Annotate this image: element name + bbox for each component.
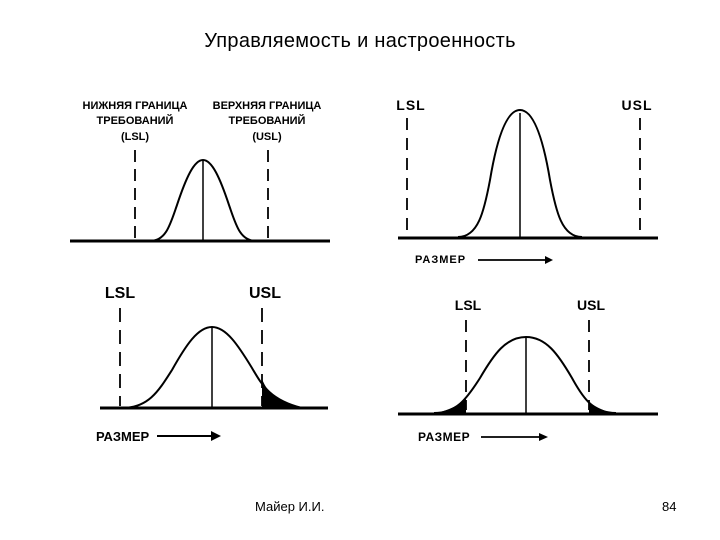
usl-label: USL — [577, 297, 605, 313]
usl-label-line1: ВЕРХНЯЯ ГРАНИЦА — [213, 100, 322, 112]
lsl-label-line1: НИЖНЯЯ ГРАНИЦА — [83, 100, 188, 112]
axis-arrow-head — [545, 256, 553, 264]
panel-bottom-left: LSL USL РАЗМЕР — [96, 285, 328, 444]
axis-label: РАЗМЕР — [415, 254, 466, 266]
left-out-of-spec-area — [437, 399, 466, 413]
distribution-curve — [121, 325, 303, 409]
axis-label: РАЗМЕР — [418, 430, 470, 444]
lsl-label: LSL — [455, 297, 482, 313]
out-of-spec-area — [262, 379, 302, 408]
lsl-label: LSL — [396, 97, 425, 113]
usl-label-line2: ТРЕБОВАНИЙ — [229, 114, 306, 127]
usl-label-line3: (USL) — [252, 131, 282, 143]
panel-bottom-right: LSL USL РАЗМЕР — [398, 297, 658, 444]
distribution-curve — [457, 108, 583, 238]
lsl-label-line2: ТРЕБОВАНИЙ — [97, 114, 174, 127]
axis-arrow-head — [539, 433, 548, 441]
lsl-label: LSL — [105, 285, 135, 302]
footer-author: Майер И.И. — [255, 499, 325, 514]
lsl-label-line3: (LSL) — [121, 131, 149, 143]
slide-title: Управляемость и настроенность — [204, 30, 516, 52]
page-number: 84 — [662, 499, 677, 514]
panel-top-right: LSL USL РАЗМЕР — [396, 97, 658, 266]
usl-label: USL — [622, 97, 653, 113]
axis-arrow-head — [211, 431, 221, 441]
distribution-curve — [433, 335, 617, 414]
axis-label: РАЗМЕР — [96, 429, 150, 444]
right-out-of-spec-area — [589, 402, 612, 413]
distribution-curve — [149, 158, 257, 242]
panel-top-left: НИЖНЯЯ ГРАНИЦА ТРЕБОВАНИЙ (LSL) ВЕРХНЯЯ … — [70, 100, 330, 243]
usl-label: USL — [249, 285, 281, 302]
